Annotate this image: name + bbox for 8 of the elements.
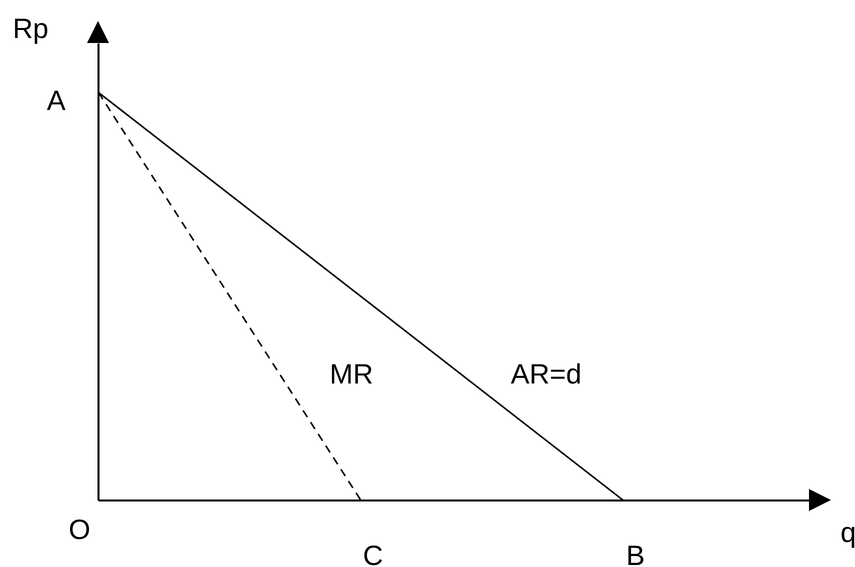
y-axis-title: Rp [12, 13, 49, 44]
x-tick-label: O [68, 514, 90, 545]
series-label: MR [330, 358, 374, 390]
x-axis-title: q [840, 517, 855, 548]
series-label: AR=d [510, 358, 582, 390]
x-tick-label: C [362, 540, 384, 567]
x-tick-label: B [626, 540, 645, 567]
text: A [46, 85, 66, 116]
